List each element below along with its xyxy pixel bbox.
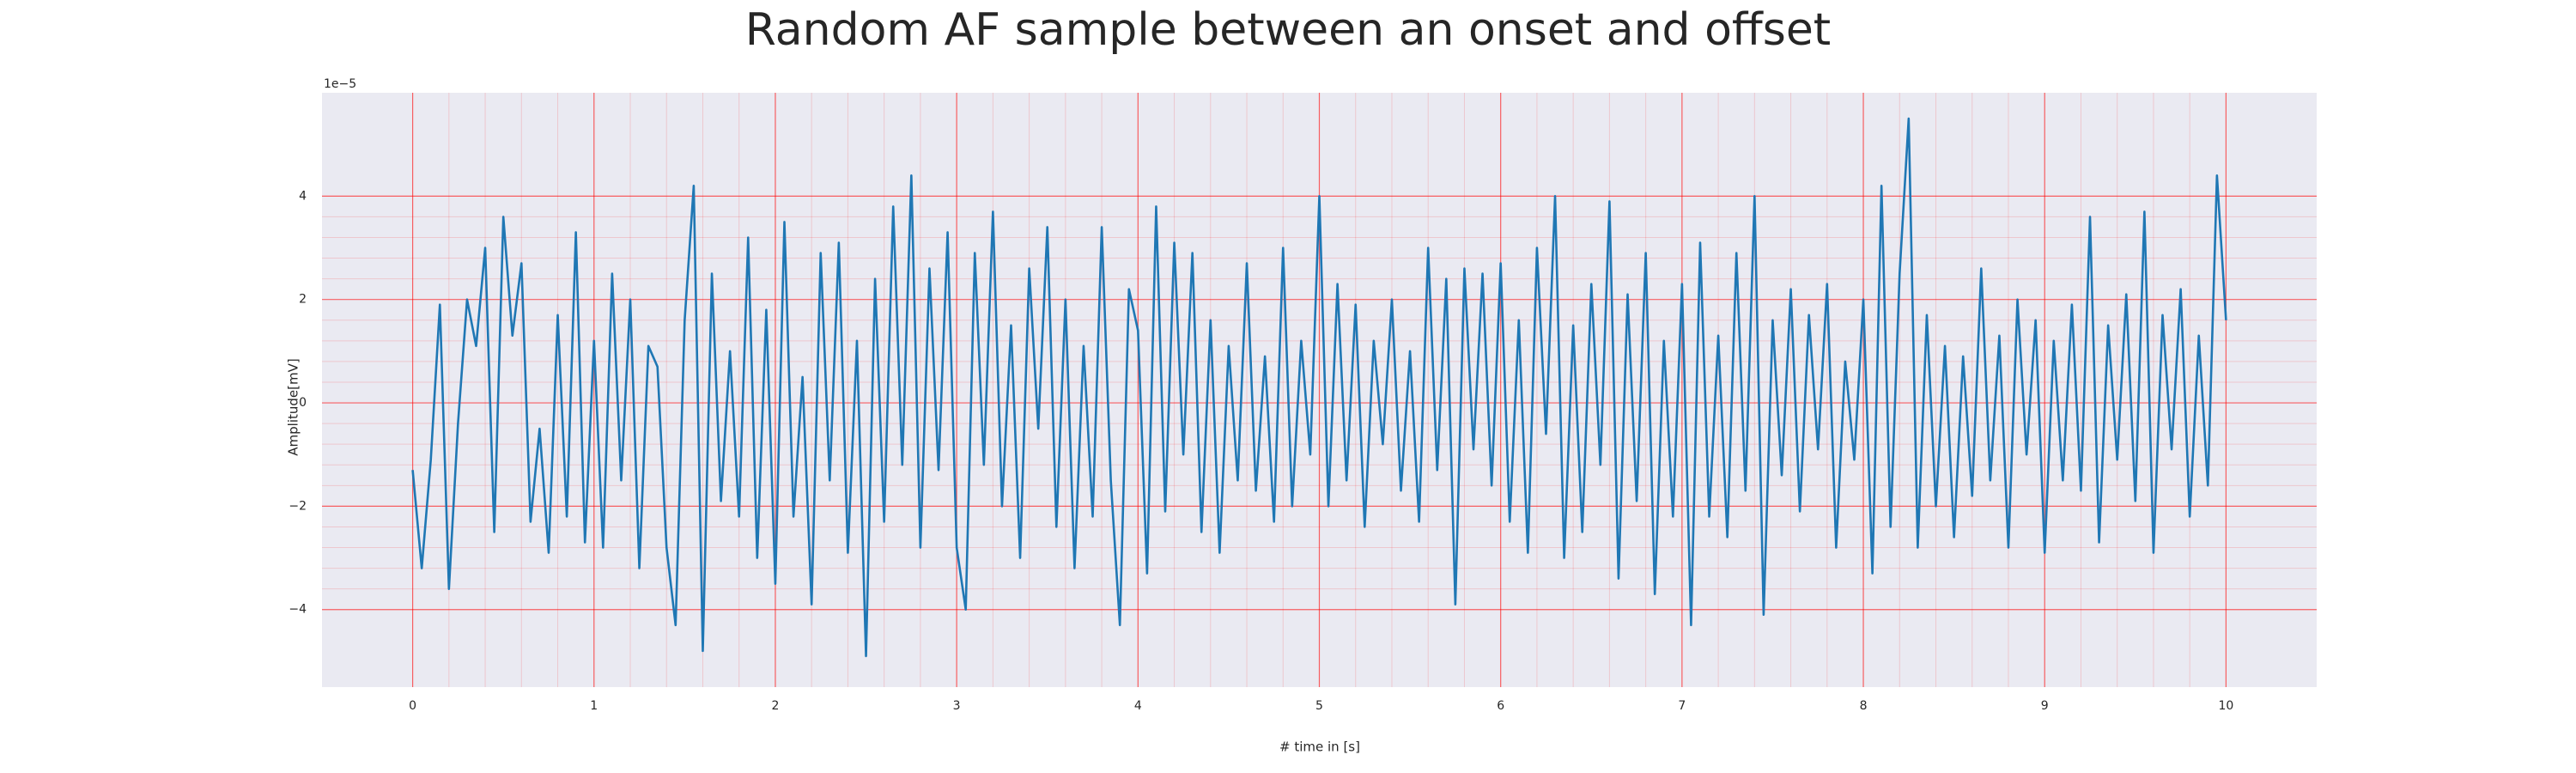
chart-title: Random AF sample between an onset and of… [745,4,1831,56]
signal-line [411,117,2227,658]
x-tick-label: 4 [1134,699,1142,713]
x-tick-label: 6 [1497,699,1504,713]
y-axis-label: Amplitude[mV] [286,358,301,455]
x-tick-label: 2 [771,699,779,713]
x-tick-label: 9 [2041,699,2049,713]
x-tick-label: 0 [409,699,416,713]
y-tick-label: −4 [289,603,307,617]
y-tick-label: 4 [299,189,307,203]
x-tick-label: 5 [1315,699,1323,713]
y-tick-label: 2 [299,293,307,307]
y-tick-label: 0 [299,396,307,410]
y-offset-label: 1e−5 [324,77,356,91]
y-tick-label: −2 [289,499,307,513]
x-tick-label: 10 [2218,699,2233,713]
x-axis-label: # time in [s] [1279,740,1360,755]
x-tick-label: 1 [590,699,598,713]
x-tick-label: 3 [953,699,961,713]
x-tick-label: 8 [1860,699,1868,713]
x-tick-label: 7 [1678,699,1686,713]
